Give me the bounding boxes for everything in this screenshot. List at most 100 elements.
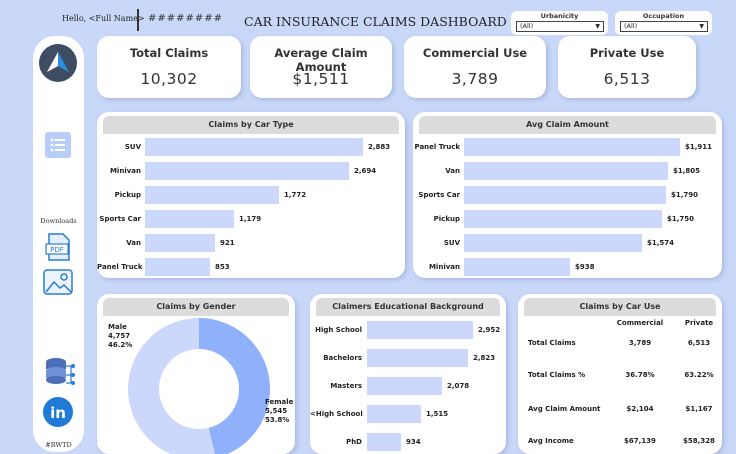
list-icon[interactable] — [45, 132, 71, 162]
bar-label: Pickup — [114, 191, 141, 199]
app-logo[interactable] — [39, 44, 77, 82]
linkedin-icon[interactable]: in — [42, 396, 74, 432]
row-label: Total Claims % — [528, 371, 586, 379]
image-download-icon[interactable] — [42, 268, 74, 300]
bar-label: SUV — [443, 239, 460, 247]
kpi-value: 3,789 — [451, 70, 499, 88]
kpi-label: Average Claim Amount — [274, 46, 368, 74]
bar-value-label: $1,574 — [647, 239, 675, 247]
kpi-average-claim-amount: Average Claim Amount $1,511 — [250, 36, 392, 98]
chevron-down-icon: ▼ — [699, 23, 704, 30]
occupation-filter: Occupation (All) ▼ — [615, 11, 712, 35]
bar-value-label: 2,952 — [478, 326, 501, 334]
bar-label: Van — [445, 167, 460, 175]
bar-label: Bachelors — [323, 354, 362, 362]
legend-female: Female 5,545 53.8% — [265, 398, 293, 425]
data-source-icon[interactable] — [44, 356, 76, 392]
urbanicity-select-value: (All) — [520, 22, 534, 30]
kpi-label: Total Claims — [129, 46, 209, 60]
bar[interactable] — [367, 321, 473, 339]
bar[interactable] — [464, 234, 642, 252]
bar-label: PhD — [346, 438, 362, 446]
sidebar: Downloads PDF in #RWTD — [33, 36, 84, 452]
bar-value-label: 1,772 — [284, 191, 307, 199]
male-percent: 46.2% — [108, 341, 133, 349]
bar[interactable] — [464, 138, 680, 156]
row-label: Total Claims — [528, 339, 576, 347]
column-header-commercial: Commercial — [616, 319, 664, 327]
bar[interactable] — [367, 433, 401, 451]
bar[interactable] — [145, 162, 349, 180]
cell-commercial: 36.78% — [625, 371, 655, 379]
header: Hello, <Full Name> ######## CAR INSURANC… — [0, 0, 736, 42]
bar[interactable] — [367, 405, 421, 423]
bar[interactable] — [367, 349, 468, 367]
bar-value-label: 1,179 — [239, 215, 262, 223]
bar-value-label: 1,515 — [426, 410, 449, 418]
bar-label: SUV — [124, 143, 141, 151]
bar-value-label: 2,078 — [447, 382, 470, 390]
dashboard-title: CAR INSURANCE CLAIMS DASHBOARD — [244, 14, 507, 29]
bar-value-label: $1,790 — [671, 191, 699, 199]
bar[interactable] — [464, 258, 570, 276]
pdf-icon-label: PDF — [50, 246, 64, 254]
gender-donut-chart — [128, 318, 270, 454]
urbanicity-filter-label: Urbanicity — [540, 12, 579, 20]
bar[interactable] — [464, 186, 666, 204]
kpi-value: 6,513 — [603, 70, 651, 88]
header-hashes: ######## — [148, 13, 224, 24]
cell-commercial: $2,104 — [626, 405, 654, 413]
panel-title: Claims by Gender — [103, 298, 289, 316]
bar-label: Sports Car — [418, 191, 460, 199]
bar-label: Minivan — [428, 263, 460, 271]
row-label: Avg Claim Amount — [528, 405, 601, 413]
bar[interactable] — [145, 210, 234, 228]
occupation-select[interactable]: (All) ▼ — [620, 21, 708, 32]
panel-title: Claimers Educational Background — [316, 298, 500, 316]
kpi-value: 10,302 — [140, 70, 198, 88]
pdf-download-icon[interactable]: PDF — [43, 232, 73, 266]
bar-value-label: $1,750 — [667, 215, 695, 223]
bar-label: Sports Car — [99, 215, 141, 223]
kpi-total-claims: Total Claims 10,302 — [97, 36, 241, 98]
kpi-value: $1,511 — [292, 70, 350, 88]
urbanicity-select[interactable]: (All) ▼ — [516, 21, 604, 32]
kpi-commercial-use: Commercial Use 3,789 — [404, 36, 546, 98]
bar-value-label: $1,911 — [685, 143, 713, 151]
cell-commercial: $67,139 — [624, 437, 656, 445]
female-percent: 53.8% — [265, 416, 290, 424]
bar[interactable] — [367, 377, 442, 395]
kpi-label: Commercial Use — [422, 46, 528, 60]
bar-value-label: 934 — [406, 438, 421, 446]
bar[interactable] — [145, 234, 215, 252]
bar-label: Pickup — [433, 215, 460, 223]
bar[interactable] — [464, 162, 668, 180]
male-count: 4,757 — [108, 332, 131, 340]
bar-label: Minivan — [109, 167, 141, 175]
bar[interactable] — [464, 210, 662, 228]
row-label: Avg Income — [528, 437, 574, 445]
column-header-private: Private — [684, 319, 714, 327]
cell-private: $1,167 — [685, 405, 713, 413]
greeting: Hello, <Full Name> — [62, 14, 145, 23]
claims-by-gender-panel: Claims by Gender Male 4,757 46.2% Female… — [97, 294, 295, 454]
bar[interactable] — [145, 258, 210, 276]
occupation-select-value: (All) — [624, 22, 638, 30]
chevron-down-icon: ▼ — [595, 23, 600, 30]
bar[interactable] — [145, 138, 363, 156]
occupation-filter-label: Occupation — [642, 12, 685, 20]
bar-value-label: 853 — [215, 263, 230, 271]
panel-title: Claims by Car Type — [103, 116, 399, 134]
cell-private: 63.22% — [684, 371, 714, 379]
bar[interactable] — [145, 186, 279, 204]
bar-value-label: $1,805 — [673, 167, 701, 175]
cell-private: $58,328 — [683, 437, 715, 445]
bar-value-label: 2,694 — [354, 167, 377, 175]
linkedin-icon-label: in — [50, 404, 66, 422]
bar-label: Panel Truck — [414, 143, 460, 151]
bar-label: Panel Truck — [97, 263, 143, 271]
bar-label: <High School — [310, 410, 363, 418]
female-label: Female — [265, 398, 294, 406]
claims-by-car-type-panel: Claims by Car Type SUV 2,883 Minivan 2,694 P… — [97, 112, 405, 278]
bar-value-label: 921 — [220, 239, 235, 247]
